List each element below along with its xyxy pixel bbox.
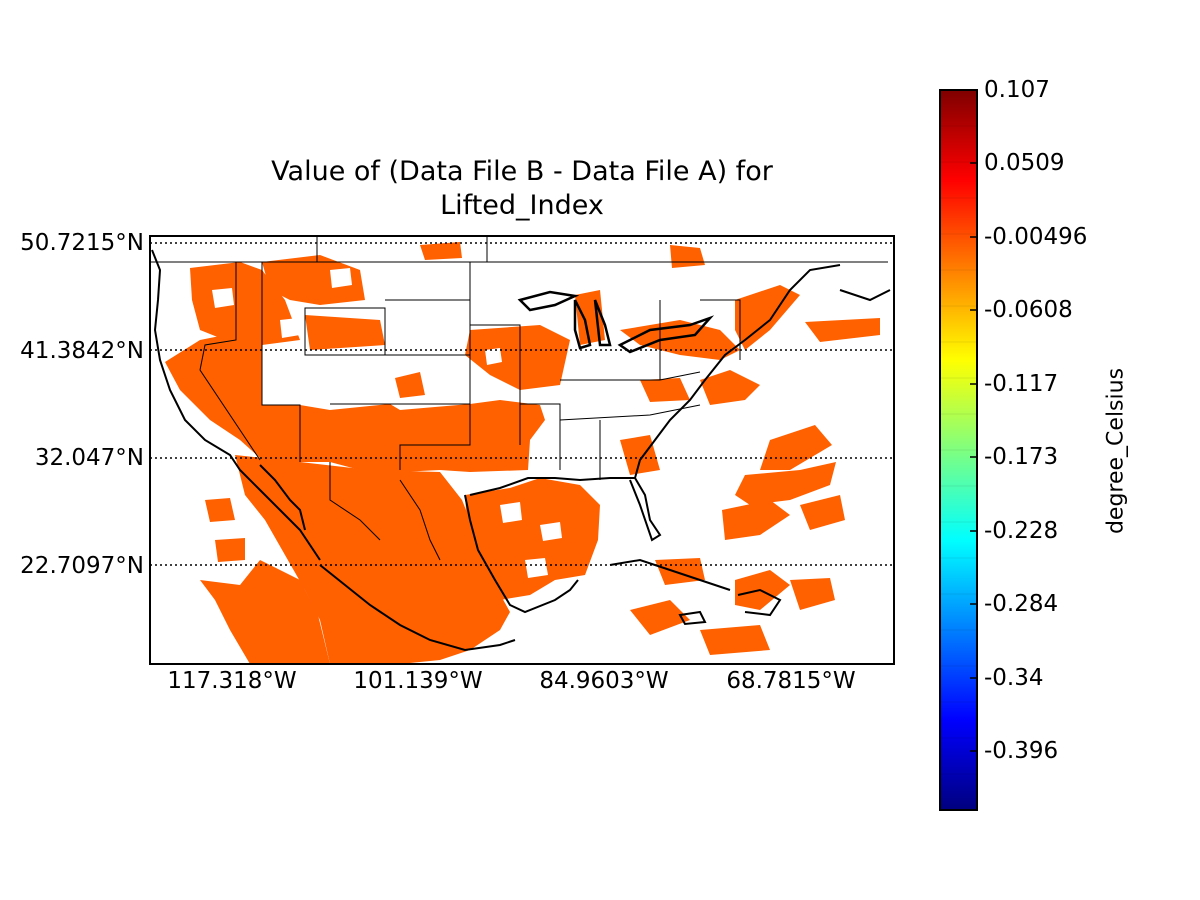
latitude-gridlines xyxy=(150,242,894,566)
lat-label: 32.047°N xyxy=(34,445,144,471)
colorbar-tick-label: -0.173 xyxy=(984,444,1059,470)
colorbar-gradient xyxy=(940,90,977,810)
colorbar-tick-label: -0.228 xyxy=(984,518,1059,544)
colorbar-tick-label: -0.396 xyxy=(984,738,1059,764)
title-line-1: Value of (Data File B - Data File A) for xyxy=(271,156,773,187)
lon-label: 84.9603°W xyxy=(539,668,669,694)
lon-label: 101.139°W xyxy=(353,668,483,694)
colorbar-tick-label: -0.0608 xyxy=(984,297,1073,323)
title-line-2: Lifted_Index xyxy=(440,190,604,221)
colorbar-tick-label: -0.284 xyxy=(984,591,1059,617)
colorbar-ticks xyxy=(970,89,977,752)
lat-label: 22.7097°N xyxy=(20,553,144,579)
colorbar-tick-label: -0.117 xyxy=(984,371,1059,397)
colorbar-frame xyxy=(939,89,978,811)
colorbar-bands xyxy=(940,125,977,775)
lat-label: 41.3842°N xyxy=(20,338,144,364)
state-borders xyxy=(150,236,888,561)
colorbar-tick-label: -0.00496 xyxy=(984,224,1088,250)
chart-title: Value of (Data File B - Data File A) for… xyxy=(150,155,894,223)
lon-label: 68.7815°W xyxy=(726,668,856,694)
map-frame xyxy=(149,235,895,665)
colorbar-tick-label: 0.0509 xyxy=(984,150,1065,176)
lat-label: 50.7215°N xyxy=(20,230,144,256)
lon-label: 117.318°W xyxy=(167,668,297,694)
coastlines xyxy=(151,249,891,652)
data-gaps xyxy=(212,268,562,578)
colorbar-tick-label: -0.34 xyxy=(984,665,1044,691)
colorbar-tick-label: 0.107 xyxy=(984,77,1050,103)
map-area xyxy=(150,236,894,664)
colorbar-label: degree_Celsius xyxy=(1103,367,1129,535)
